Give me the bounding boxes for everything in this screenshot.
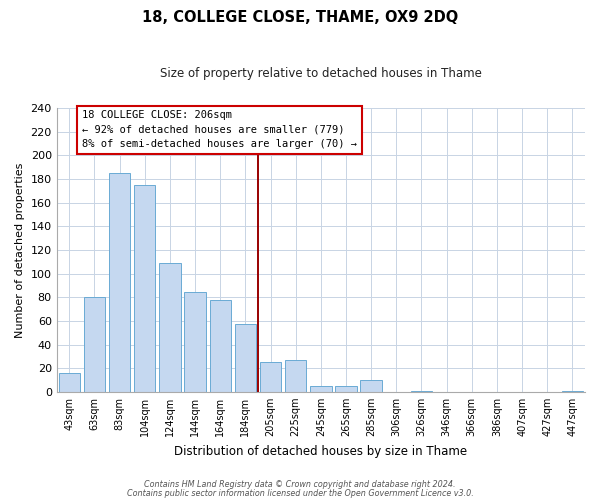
Text: Contains HM Land Registry data © Crown copyright and database right 2024.: Contains HM Land Registry data © Crown c…	[144, 480, 456, 489]
Bar	[411, 390, 432, 392]
Bar	[562, 390, 583, 392]
Bar	[159, 263, 181, 392]
Bar	[134, 185, 155, 392]
Title: Size of property relative to detached houses in Thame: Size of property relative to detached ho…	[160, 68, 482, 80]
Bar	[361, 380, 382, 392]
Bar	[310, 386, 332, 392]
X-axis label: Distribution of detached houses by size in Thame: Distribution of detached houses by size …	[174, 444, 467, 458]
Bar	[335, 386, 356, 392]
Text: 18 COLLEGE CLOSE: 206sqm
← 92% of detached houses are smaller (779)
8% of semi-d: 18 COLLEGE CLOSE: 206sqm ← 92% of detach…	[82, 110, 357, 149]
Bar	[59, 373, 80, 392]
Y-axis label: Number of detached properties: Number of detached properties	[15, 162, 25, 338]
Bar	[184, 292, 206, 392]
Bar	[235, 324, 256, 392]
Text: Contains public sector information licensed under the Open Government Licence v3: Contains public sector information licen…	[127, 488, 473, 498]
Bar	[260, 362, 281, 392]
Text: 18, COLLEGE CLOSE, THAME, OX9 2DQ: 18, COLLEGE CLOSE, THAME, OX9 2DQ	[142, 10, 458, 25]
Bar	[109, 173, 130, 392]
Bar	[285, 360, 307, 392]
Bar	[209, 300, 231, 392]
Bar	[84, 297, 105, 392]
